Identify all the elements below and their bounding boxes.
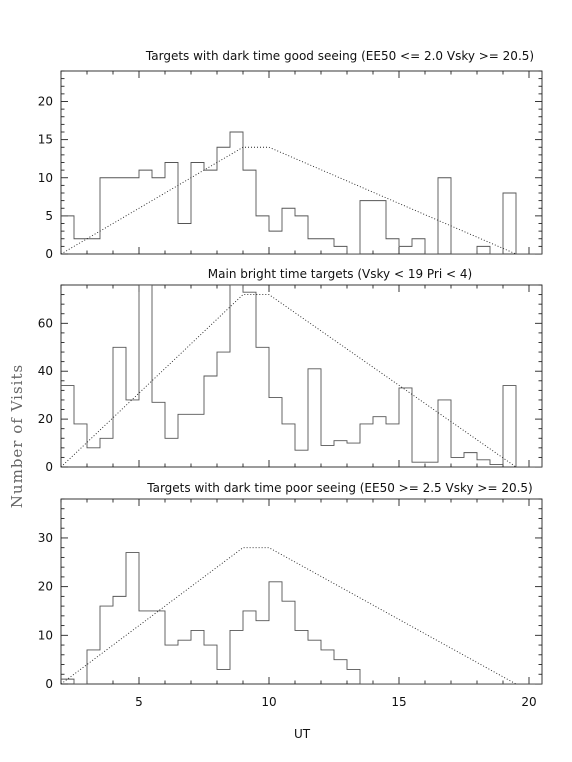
envelope-line [60,294,517,468]
x-tick-label: 20 [521,695,536,709]
y-tick-label: 60 [38,316,53,330]
y-tick-label: 0 [45,677,53,691]
envelope-line [60,547,517,685]
y-tick-label: 20 [38,412,53,426]
y-tick-label: 20 [38,95,53,109]
panel-title: Targets with dark time poor seeing (EE50… [146,481,532,495]
plot-frame [60,284,543,468]
y-tick-label: 40 [38,364,53,378]
x-tick-label: 5 [135,695,143,709]
y-tick-label: 30 [38,531,53,545]
panel-title: Main bright time targets (Vsky < 19 Pri … [208,267,472,281]
panel-title: Targets with dark time good seeing (EE50… [145,49,534,63]
chart-panel-3: Targets with dark time poor seeing (EE50… [38,481,543,709]
chart-panel-2: Main bright time targets (Vsky < 19 Pri … [38,267,543,474]
histogram-series [61,285,542,467]
x-tick-label: 15 [391,695,406,709]
y-tick-label: 10 [38,628,53,642]
y-axis-label: Number of Visits [8,364,26,508]
plot-frame [60,70,543,255]
y-tick-label: 10 [38,171,53,185]
x-tick-label: 10 [261,695,276,709]
y-tick-label: 0 [45,247,53,261]
y-tick-label: 15 [38,133,53,147]
x-axis-label: UT [294,727,311,741]
y-tick-label: 20 [38,580,53,594]
envelope-line [60,146,517,255]
plot-frame [60,498,543,685]
histogram-series [61,552,542,684]
chart-panel-1: Targets with dark time good seeing (EE50… [38,49,543,261]
histogram-series [61,131,542,254]
y-tick-label: 0 [45,460,53,474]
y-tick-label: 5 [45,209,53,223]
